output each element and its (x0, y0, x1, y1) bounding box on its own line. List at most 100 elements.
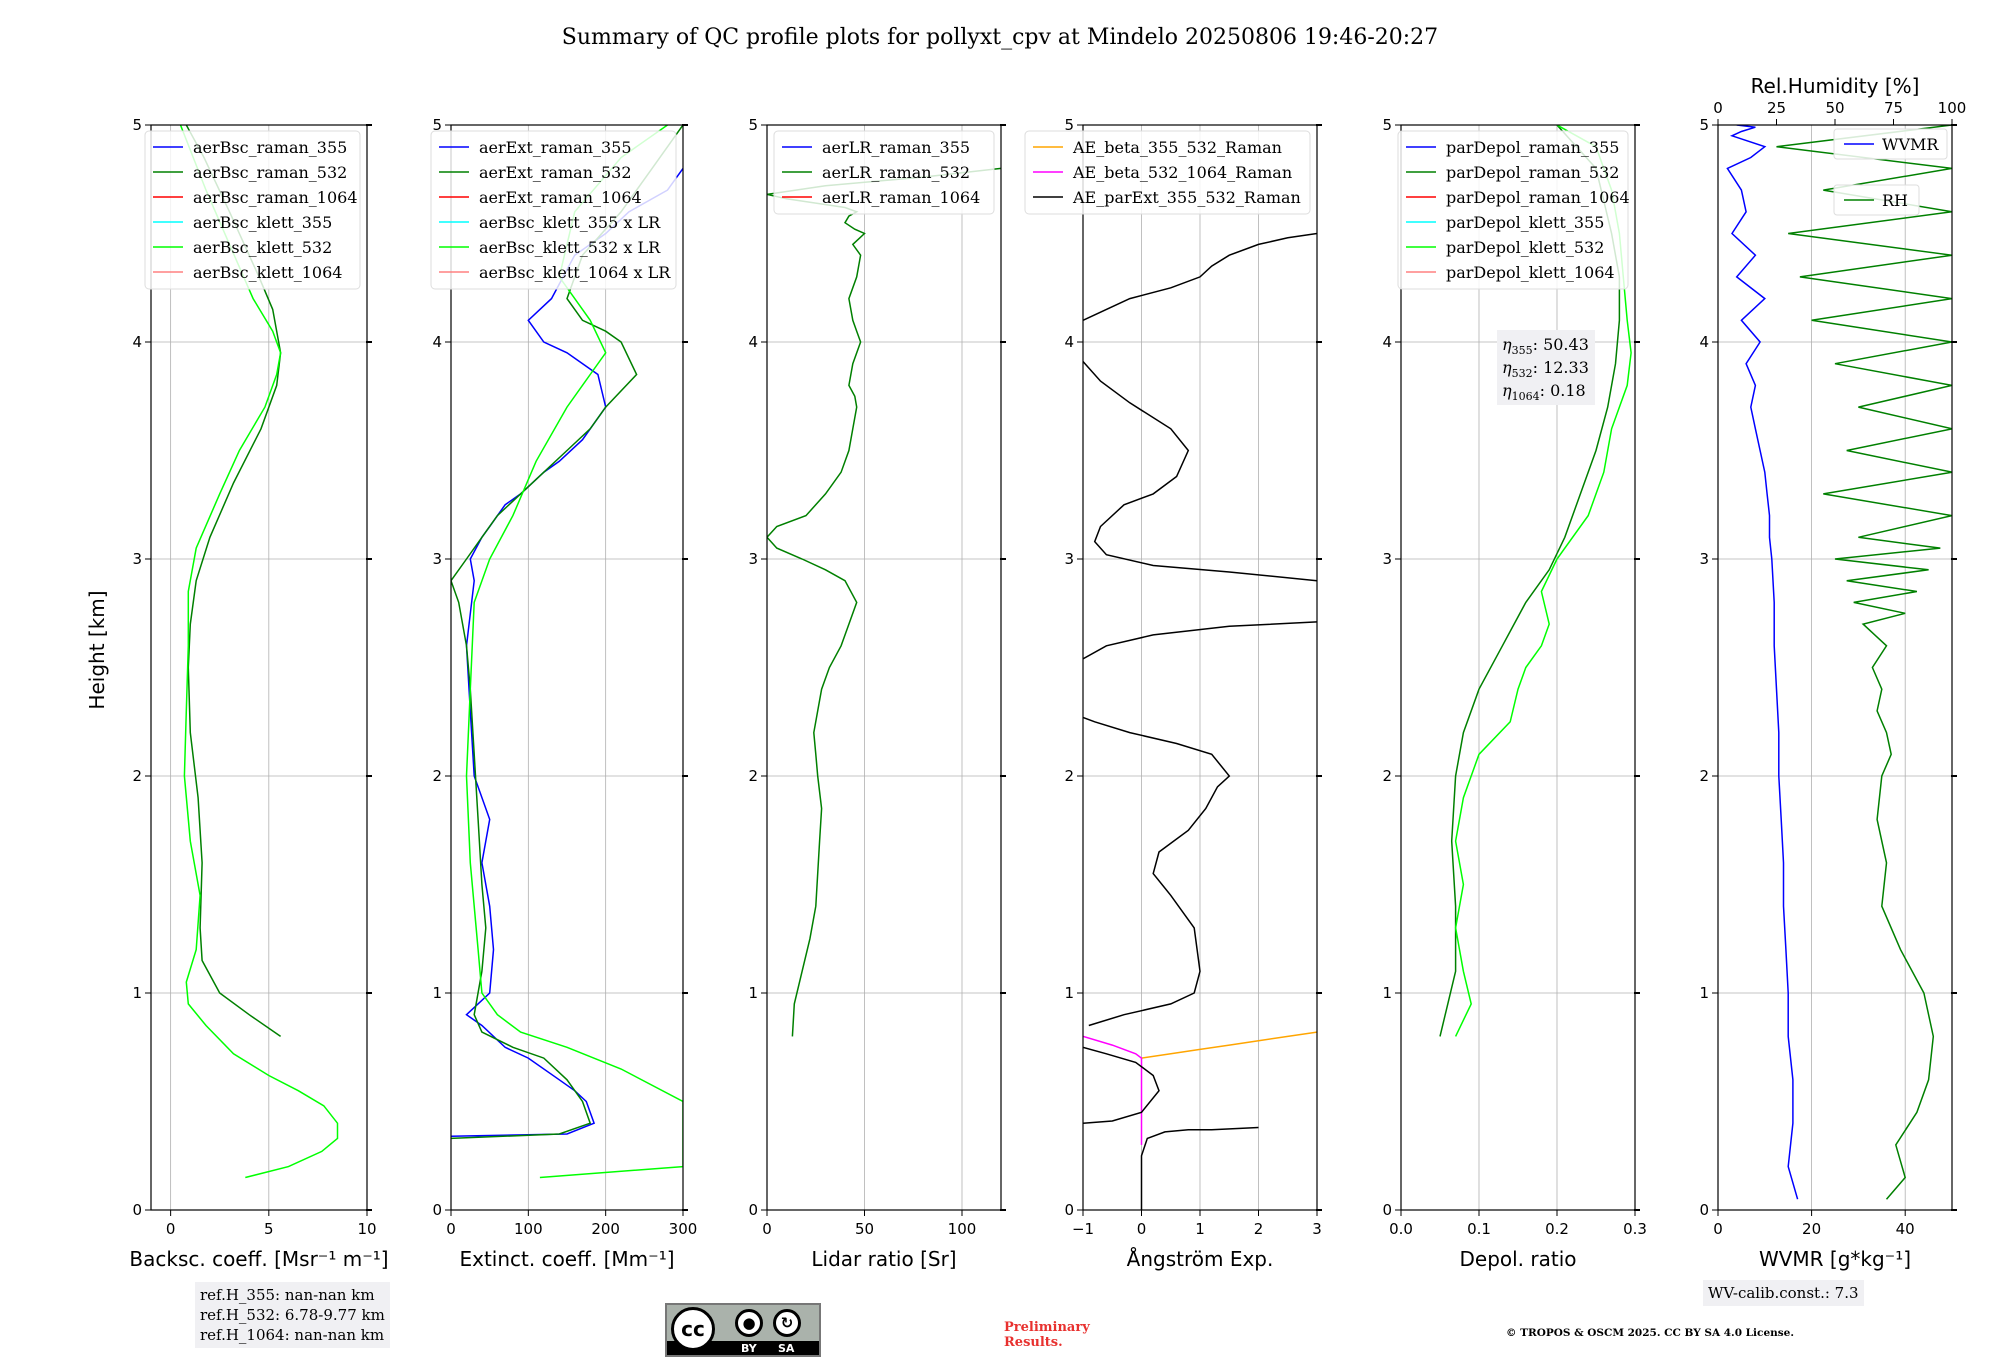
y-tick-label: 5 (748, 116, 758, 134)
y-tick-label: 1 (1382, 984, 1392, 1002)
y-tick-label: 0 (432, 1201, 442, 1219)
legend-label: parDepol_raman_355 (1446, 138, 1619, 157)
legend: aerExt_raman_355 aerExt_raman_532 aerExt_r… (430, 130, 677, 290)
series-line-ae-parext-355-532-raman (1083, 1046, 1160, 1124)
legend-box (1833, 184, 1920, 216)
y-tick-label: 2 (432, 767, 442, 785)
x-tick-label: 0.3 (1623, 1220, 1647, 1238)
x-tick-label: 0 (1713, 1220, 1723, 1238)
legend: aerBsc_raman_355 aerBsc_raman_532 aerBsc_r… (144, 130, 361, 290)
y-tick-label: 3 (1382, 550, 1392, 568)
legend-label: aerBsc_klett_1064 x LR (479, 263, 671, 282)
y-tick-label: 0 (1064, 1201, 1074, 1219)
x-tick-label: 5 (264, 1220, 274, 1238)
legend-label: aerExt_raman_532 (479, 163, 632, 182)
series-line-aerlr-raman-532 (767, 167, 1001, 1037)
sa-label: SA (778, 1342, 795, 1355)
panel-depol: 0 1 2 3 4 5 0.0 0.1 0.2 0.3 Depol. ratio parDepol_r… (1382, 116, 1646, 1271)
y-tick-label: 1 (432, 984, 442, 1002)
legend: aerLR_raman_355 aerLR_raman_532 aerLR_rama… (773, 130, 995, 215)
x-tick-label: 0.0 (1389, 1220, 1413, 1238)
x-tick-label: 3 (1312, 1220, 1322, 1238)
preliminary-results-note: Preliminary Results. (1004, 1320, 1090, 1350)
series-line-aerbsc-klett-532 (179, 125, 339, 1179)
wv-calibration-box: WV-calib.const.: 7.3 (1703, 1280, 1864, 1306)
plot-frame (450, 124, 684, 1211)
reference-heights-box: ref.H_355: nan-nan km ref.H_532: 6.78-9.… (195, 1282, 390, 1348)
y-tick-label: 4 (1382, 333, 1392, 351)
y-tick-label: 0 (1699, 1201, 1709, 1219)
y-tick-label: 2 (1699, 767, 1709, 785)
legend-label: AE_parExt_355_532_Raman (1072, 188, 1301, 207)
x-tick-label: −1 (1072, 1220, 1094, 1238)
series-line-ae-parext-355-532-raman (1083, 361, 1317, 582)
legend-label: AE_beta_532_1064_Raman (1072, 163, 1292, 182)
y-tick-label: 5 (1699, 116, 1709, 134)
y-tick-label: 4 (1064, 333, 1074, 351)
legend-label: aerBsc_raman_355 (193, 138, 347, 157)
y-tick-label: 5 (1382, 116, 1392, 134)
y-tick-label: 5 (432, 116, 442, 134)
ref-height-1064: ref.H_1064: nan-nan km (200, 1326, 385, 1344)
panel-backscatter: 0 1 2 3 4 5 0 5 10 Backsc. coeff. [Msr⁻¹ m⁻¹] aerB… (129, 116, 388, 1271)
plot-frame (766, 124, 1002, 1211)
y-tick-label: 1 (1699, 984, 1709, 1002)
ref-height-532: ref.H_532: 6.78-9.77 km (200, 1306, 385, 1324)
x-tick-label: 2 (1254, 1220, 1264, 1238)
legend-box (1397, 130, 1629, 290)
x-tick-label: 0.2 (1545, 1220, 1569, 1238)
series-line-aerext-raman-532 (451, 125, 683, 1140)
x-tick-label: 100 (514, 1220, 543, 1238)
series-group (1083, 232, 1317, 1210)
legend-label: parDepol_raman_1064 (1446, 188, 1630, 207)
y-tick-label: 2 (1064, 767, 1074, 785)
legend-box (773, 130, 995, 215)
plot-frame (1717, 124, 1953, 1211)
y-tick-label: 4 (748, 333, 758, 351)
cc-license-badge: cc ● ↻ BY SA (665, 1303, 821, 1357)
eta-row: η355: 50.43 (1502, 335, 1589, 357)
plot-frame (1400, 124, 1636, 1211)
x-tick-label: 1 (1195, 1220, 1205, 1238)
y-tick-label: 3 (432, 550, 442, 568)
legend-label: parDepol_klett_532 (1446, 238, 1604, 257)
legend-label: AE_beta_355_532_Raman (1072, 138, 1282, 157)
panel-extinction: 0 1 2 3 4 5 0 100 200 300 Extinct. coeff. [Mm⁻¹] ae… (430, 116, 697, 1271)
series-line-ae-parext-355-532-raman (1140, 1126, 1259, 1210)
series-line-ae-parext-355-532-raman (1083, 232, 1317, 321)
legend-label: aerBsc_raman_532 (193, 163, 347, 182)
eta-row: η532: 12.33 (1502, 358, 1589, 380)
x-tick-label: 10 (357, 1220, 376, 1238)
legend-label: aerLR_raman_355 (822, 138, 970, 157)
figure-title: Summary of QC profile plots for pollyxt_… (562, 25, 1438, 50)
x2-tick-label: 50 (1825, 99, 1844, 117)
legend-label: aerBsc_klett_532 (193, 238, 332, 257)
y-tick-label: 3 (1699, 550, 1709, 568)
y-tick-label: 0 (1382, 1201, 1392, 1219)
x-tick-label: 0 (762, 1220, 772, 1238)
legend-box (430, 130, 677, 290)
ref-height-355: ref.H_355: nan-nan km (200, 1286, 375, 1304)
x-axis-label: Depol. ratio (1459, 1247, 1576, 1271)
y-tick-label: 3 (1064, 550, 1074, 568)
y-tick-label: 3 (132, 550, 142, 568)
eta-annotation-box (1497, 330, 1595, 405)
legend-label: aerBsc_klett_1064 (193, 263, 342, 282)
eta-row: η1064: 0.18 (1502, 381, 1586, 403)
plot-frame (150, 124, 368, 1211)
x2-tick-label: 25 (1767, 99, 1786, 117)
y-tick-label: 1 (748, 984, 758, 1002)
series-line-rh (1776, 125, 1952, 1200)
x-tick-label: 40 (1896, 1220, 1915, 1238)
x-axis-label: Ångström Exp. (1127, 1247, 1274, 1271)
x-axis-label: Lidar ratio [Sr] (811, 1247, 956, 1271)
y-tick-label: 4 (1699, 333, 1709, 351)
series-line-ae-parext-355-532-raman (1083, 716, 1231, 1027)
legend-label: parDepol_klett_1064 (1446, 263, 1615, 282)
legend-box (144, 130, 361, 290)
legend-label: aerBsc_raman_1064 (193, 188, 358, 207)
x-tick-label: 0 (1137, 1220, 1147, 1238)
